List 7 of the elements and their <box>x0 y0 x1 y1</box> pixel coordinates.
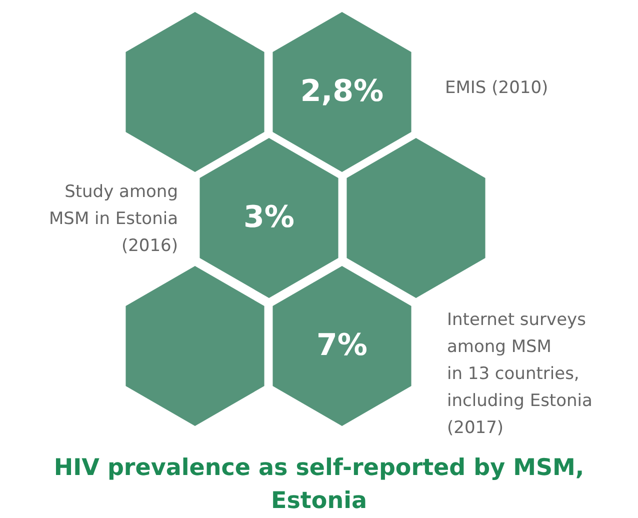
text: HIV prevalence as self-reported by MSM, Estonia <box>54 455 584 514</box>
data-label: 7% <box>316 328 368 363</box>
category-label: Study among MSM in Estonia (2016) <box>48 182 178 256</box>
data-label: 2,8% <box>300 74 384 109</box>
category-label: Internet surveys among MSM in 13 countries, including Estonia (2017) <box>447 310 592 438</box>
data-label: 3% <box>244 200 294 235</box>
category-label: EMIS (2010) <box>445 78 548 98</box>
